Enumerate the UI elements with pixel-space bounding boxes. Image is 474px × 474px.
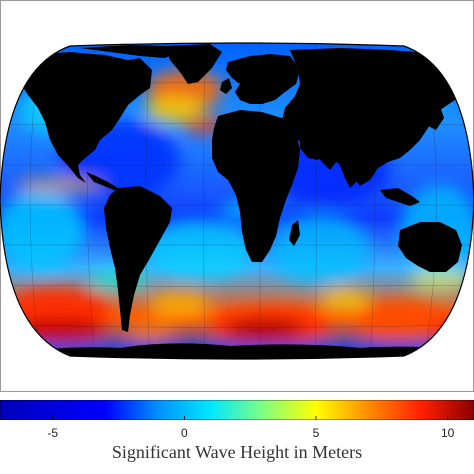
world-map-panel — [0, 0, 474, 392]
arctic-islands — [80, 45, 178, 58]
colorbar-legend: -5 0 5 10 Significant Wave Height in Meters — [0, 400, 474, 474]
india — [340, 150, 362, 188]
asia — [282, 48, 474, 186]
land — [0, 44, 474, 359]
north-america — [8, 52, 152, 183]
south-america — [104, 186, 172, 332]
british-isles — [220, 78, 232, 94]
madagascar — [289, 220, 300, 246]
africa — [212, 110, 300, 262]
colorbar-title: Significant Wave Height in Meters — [111, 442, 363, 462]
southeast-asia-islands — [380, 188, 420, 206]
map-outline — [0, 42, 474, 360]
colorbar-tick-label: -5 — [47, 426, 58, 440]
japan — [428, 106, 444, 130]
europe — [226, 54, 300, 104]
antarctica — [0, 343, 474, 359]
australia — [398, 222, 462, 272]
central-america — [86, 172, 122, 192]
colorbar-tick-label: 5 — [312, 426, 320, 440]
colorbar — [0, 400, 474, 420]
arabia — [300, 130, 326, 160]
colorbar-tick-label: 10 — [440, 426, 455, 440]
greenland — [165, 44, 222, 84]
world-map — [0, 0, 474, 392]
colorbar-tick-label: 0 — [180, 426, 188, 440]
